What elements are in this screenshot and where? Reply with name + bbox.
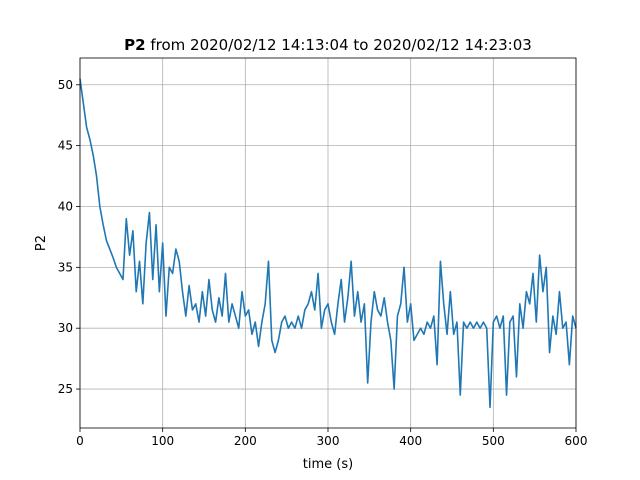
y-tick-label: 25 [58,382,73,396]
y-tick-label: 45 [58,139,73,153]
x-axis-label: time (s) [303,457,353,472]
x-tick-label: 300 [317,434,340,448]
title-rest: from 2020/02/12 14:13:04 to 2020/02/12 1… [150,36,531,54]
data-line [79,78,577,409]
y-tick-label: 50 [58,78,73,92]
y-tick-label: 35 [58,260,73,274]
x-tick-label: 0 [76,434,84,448]
x-tick-label: 600 [565,434,588,448]
x-tick-label: 100 [151,434,174,448]
axes-frame [79,57,577,429]
y-tick-label: 40 [58,199,73,213]
x-tick-label: 500 [482,434,505,448]
y-tick-label: 30 [58,321,73,335]
x-tick-label: 200 [234,434,257,448]
chart-title: P2 from 2020/02/12 14:13:04 to 2020/02/1… [124,36,532,54]
title-bold: P2 [124,36,145,54]
y-axis-label: P2 [34,235,49,251]
x-tick-label: 400 [399,434,422,448]
